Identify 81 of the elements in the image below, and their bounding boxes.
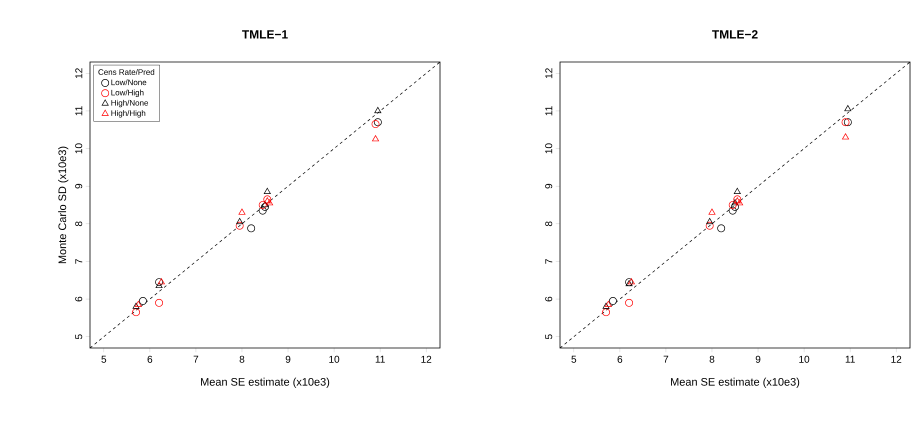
point (132, 302, 140, 309)
point (842, 118, 850, 126)
x-axis-title: Mean SE estimate (x10e3) (671, 378, 800, 388)
y-tick-label: 5 (75, 334, 82, 340)
point (132, 308, 140, 316)
y-tick-label: 8 (545, 221, 552, 226)
point (625, 278, 634, 286)
y-tick-label: 11 (75, 106, 82, 116)
x-tick-label: 10 (799, 356, 810, 363)
y-tick-label: 6 (75, 296, 82, 302)
x-tick-label: 12 (891, 356, 902, 363)
point (708, 208, 716, 215)
y-tick-label: 7 (545, 259, 552, 264)
point (734, 188, 741, 194)
point (372, 120, 380, 128)
y-tick-label: 7 (75, 259, 82, 264)
x-tick-label: 5 (571, 356, 576, 363)
point (156, 282, 163, 288)
y-axis-title: Monte Carlo SD (x10e3) (58, 146, 68, 264)
point (155, 278, 164, 286)
point (717, 224, 726, 232)
x-tick-label: 12 (421, 356, 432, 363)
y-tick-label: 5 (545, 334, 552, 340)
point (844, 105, 852, 112)
point (626, 280, 633, 286)
point (844, 118, 852, 126)
chart-title: TMLE−1 (242, 30, 288, 39)
point (155, 298, 164, 307)
chart-title: TMLE−2 (712, 30, 758, 39)
x-tick-label: 6 (618, 356, 622, 363)
y-tick-label: 11 (545, 106, 552, 116)
point (609, 297, 617, 305)
point (625, 298, 634, 307)
point (264, 197, 271, 204)
point (264, 188, 271, 194)
x-tick-label: 5 (101, 356, 106, 363)
y-tick-label: 10 (75, 143, 82, 154)
x-tick-label: 8 (240, 356, 244, 363)
x-tick-label: 8 (710, 356, 714, 363)
point (266, 199, 274, 206)
y-tick-label: 6 (545, 296, 552, 302)
point (731, 202, 739, 211)
point (728, 201, 737, 209)
point (258, 206, 267, 215)
point (736, 199, 744, 206)
point (258, 201, 267, 209)
point (732, 199, 738, 206)
point (374, 106, 382, 114)
point (602, 308, 610, 316)
point (261, 202, 269, 211)
point (236, 222, 244, 230)
y-tick-label: 10 (545, 143, 552, 154)
point (262, 201, 268, 208)
point (602, 302, 610, 309)
point (139, 297, 147, 305)
y-tick-label: 8 (75, 221, 82, 226)
y-tick-label: 12 (75, 68, 82, 78)
y-tick-label: 12 (545, 68, 552, 78)
point (263, 195, 272, 204)
x-axis-title: Mean SE estimate (x10e3) (201, 378, 330, 388)
point (238, 208, 246, 215)
x-tick-label: 11 (376, 356, 385, 363)
x-tick-label: 9 (756, 356, 760, 363)
point (842, 133, 849, 140)
x-tick-label: 7 (664, 356, 668, 363)
point (247, 224, 256, 232)
point (706, 222, 714, 230)
point (733, 195, 742, 204)
x-tick-label: 11 (846, 356, 855, 363)
x-tick-label: 10 (329, 356, 340, 363)
x-tick-label: 6 (148, 356, 152, 363)
point (728, 206, 737, 215)
y-tick-label: 9 (75, 184, 82, 188)
x-tick-label: 7 (194, 356, 198, 363)
point (374, 118, 382, 126)
point (158, 278, 165, 284)
point (706, 218, 714, 224)
point (372, 135, 379, 142)
point (236, 218, 244, 224)
y-tick-label: 9 (545, 184, 552, 188)
x-tick-label: 9 (286, 356, 290, 363)
